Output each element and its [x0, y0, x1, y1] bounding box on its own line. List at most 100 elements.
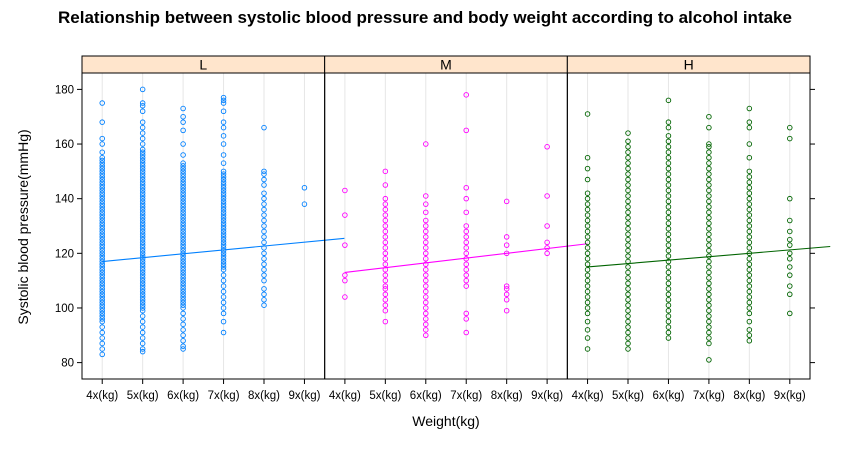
data-point [423, 261, 429, 268]
data-point [220, 124, 227, 131]
x-tick-label: 6x(kg) [167, 390, 199, 402]
data-point [706, 264, 712, 270]
x-tick-label: 5x(kg) [612, 390, 644, 402]
data-point [544, 193, 550, 199]
data-point [665, 198, 672, 205]
data-point [99, 264, 105, 270]
data-point [665, 220, 672, 227]
data-point [220, 288, 227, 295]
data-point [503, 286, 510, 292]
data-point [139, 198, 146, 205]
data-point [625, 165, 631, 172]
data-point [746, 332, 753, 339]
data-point [746, 228, 753, 235]
data-point [99, 220, 105, 227]
data-point [382, 212, 389, 218]
data-point [382, 307, 389, 314]
data-point [625, 154, 631, 161]
data-point [746, 190, 753, 196]
data-point [139, 228, 146, 235]
data-point [706, 297, 712, 303]
data-point [99, 176, 105, 183]
data-point [584, 165, 591, 172]
data-point [625, 187, 631, 194]
data-point [139, 239, 146, 246]
data-point [220, 119, 227, 125]
data-point [139, 291, 146, 298]
data-point [625, 130, 631, 136]
data-point [139, 294, 146, 300]
data-point [180, 297, 186, 303]
data-point [665, 144, 672, 150]
data-point [665, 215, 672, 221]
data-point [99, 286, 105, 292]
data-point [99, 163, 105, 169]
data-point [706, 225, 712, 232]
data-point [139, 149, 146, 155]
data-point [665, 324, 672, 330]
data-point [423, 250, 429, 257]
data-point [139, 182, 146, 188]
data-point [220, 250, 227, 257]
data-point [220, 318, 227, 325]
data-point [706, 154, 712, 161]
data-point [625, 302, 631, 308]
data-point [625, 209, 631, 216]
data-point [220, 152, 227, 158]
data-point [99, 209, 105, 216]
data-point [625, 329, 631, 336]
data-point [139, 217, 146, 224]
data-point [423, 332, 429, 339]
data-point [625, 236, 631, 243]
x-tick-label: 7x(kg) [450, 390, 482, 402]
data-point [746, 261, 753, 268]
data-point [382, 302, 389, 308]
data-point [706, 209, 712, 216]
data-point [746, 179, 753, 186]
data-point [99, 234, 105, 240]
data-point [139, 100, 146, 106]
strip-label-L: L [199, 57, 207, 73]
data-point [99, 329, 105, 336]
data-point [261, 277, 267, 284]
data-point [382, 228, 389, 235]
data-point [665, 187, 672, 194]
data-point [139, 124, 146, 131]
data-point [665, 171, 672, 177]
data-point [99, 346, 105, 352]
data-point [220, 223, 227, 229]
data-point [180, 215, 186, 221]
y-tick-label: 180 [55, 84, 74, 96]
data-point [746, 338, 753, 344]
data-point [99, 275, 105, 281]
data-point [665, 133, 672, 139]
data-point [665, 253, 672, 259]
data-point [220, 220, 227, 227]
data-point [787, 310, 793, 317]
data-point [382, 217, 389, 224]
data-point [220, 179, 227, 186]
data-point [625, 318, 631, 325]
data-point [99, 313, 105, 319]
data-point [625, 307, 631, 314]
data-point [261, 234, 267, 240]
data-point [342, 187, 348, 194]
data-point [139, 231, 146, 237]
data-point [625, 242, 631, 248]
data-point [423, 209, 429, 216]
y-tick-label: 80 [61, 358, 74, 370]
data-point [706, 193, 712, 199]
data-point [139, 266, 146, 273]
data-point [787, 124, 793, 131]
data-point [139, 193, 146, 199]
data-point [706, 160, 712, 166]
data-point [584, 176, 591, 183]
data-point [746, 288, 753, 295]
data-point [382, 234, 389, 240]
data-point [463, 195, 469, 202]
data-point [665, 160, 672, 166]
data-point [382, 286, 389, 292]
data-point [706, 302, 712, 308]
data-point [139, 206, 146, 213]
